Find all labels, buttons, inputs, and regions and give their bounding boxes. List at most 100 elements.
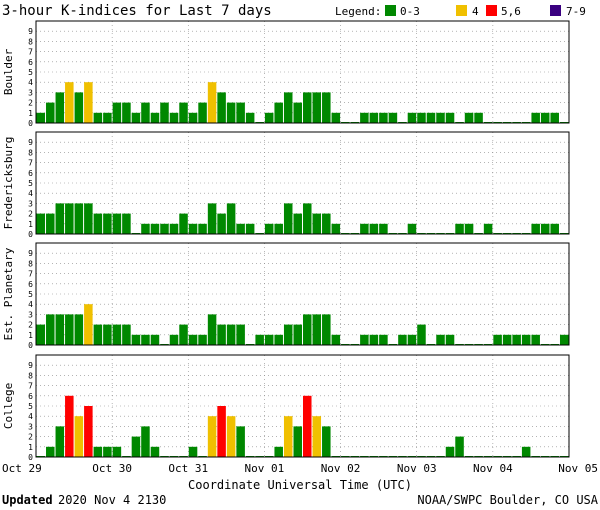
bar — [55, 203, 65, 234]
y-tick-label: 9 — [28, 27, 33, 36]
bar — [112, 102, 122, 123]
bar — [93, 324, 103, 345]
bar — [122, 213, 131, 234]
x-tick-label: Nov 05 — [558, 462, 598, 475]
legend-swatch-k4 — [456, 5, 467, 16]
y-tick-label: 0 — [28, 341, 33, 350]
bar — [312, 416, 322, 457]
y-tick-label: 6 — [28, 392, 33, 401]
y-tick-label: 5 — [28, 290, 33, 299]
bar — [474, 112, 483, 123]
bar — [150, 112, 160, 123]
station-label: College — [2, 383, 15, 429]
y-tick-label: 9 — [28, 361, 33, 370]
bar — [531, 223, 540, 234]
bar — [141, 223, 150, 234]
bar — [65, 395, 74, 457]
x-tick-label: Oct 29 — [2, 462, 42, 475]
bar — [455, 223, 464, 234]
bar — [322, 426, 331, 457]
y-tick-label: 7 — [28, 159, 33, 168]
y-tick-label: 4 — [28, 78, 33, 87]
bar — [550, 223, 559, 234]
legend-swatch-severe — [550, 5, 561, 16]
bar — [445, 334, 455, 345]
bar — [483, 223, 493, 234]
bar — [169, 112, 179, 123]
y-tick-label: 1 — [28, 443, 33, 452]
y-tick-label: 0 — [28, 453, 33, 462]
bar — [169, 334, 179, 345]
bar — [303, 92, 312, 123]
legend-item-storm: 5,6 — [501, 5, 521, 18]
y-tick-label: 2 — [28, 321, 33, 330]
y-tick-label: 8 — [28, 259, 33, 268]
y-tick-label: 8 — [28, 37, 33, 46]
bar — [179, 324, 188, 345]
bar — [217, 213, 226, 234]
bar — [369, 223, 379, 234]
bar — [312, 314, 322, 345]
x-tick-label: Nov 04 — [473, 462, 513, 475]
bar — [417, 324, 426, 345]
bar — [55, 314, 65, 345]
x-tick-label: Nov 02 — [321, 462, 361, 475]
bar — [150, 223, 160, 234]
panel-frame — [35, 354, 570, 458]
bar — [312, 213, 322, 234]
bar — [46, 213, 55, 234]
bar — [245, 112, 255, 123]
bar — [55, 426, 65, 457]
bar — [274, 102, 283, 123]
bar — [84, 82, 93, 123]
y-tick-label: 7 — [28, 48, 33, 57]
legend-item-k4: 4 — [472, 5, 479, 18]
bar — [198, 334, 207, 345]
updated-label: Updated — [2, 493, 53, 507]
bar — [131, 112, 141, 123]
bar — [464, 112, 474, 123]
bar — [179, 213, 188, 234]
bar — [150, 446, 160, 457]
bar — [169, 223, 179, 234]
bar — [93, 112, 103, 123]
bar — [493, 334, 502, 345]
bar — [283, 416, 293, 457]
y-tick-label: 8 — [28, 371, 33, 380]
bar — [331, 223, 341, 234]
bar — [369, 112, 379, 123]
bar — [360, 334, 369, 345]
bar — [46, 102, 55, 123]
bar — [188, 223, 198, 234]
x-axis-label: Coordinate Universal Time (UTC) — [188, 478, 412, 492]
bar — [188, 446, 198, 457]
credit-text: NOAA/SWPC Boulder, CO USA — [417, 493, 598, 507]
bar — [65, 82, 74, 123]
bar — [93, 446, 103, 457]
bar — [36, 213, 46, 234]
x-tick-label: Nov 03 — [397, 462, 437, 475]
bar — [407, 112, 417, 123]
bar — [160, 102, 169, 123]
bar — [236, 426, 245, 457]
bar — [379, 334, 388, 345]
bar — [179, 102, 188, 123]
y-tick-label: 1 — [28, 331, 33, 340]
bar — [274, 334, 283, 345]
bar — [226, 416, 236, 457]
bar — [131, 334, 141, 345]
bar — [131, 436, 141, 457]
bar — [369, 334, 379, 345]
bar — [388, 112, 398, 123]
bar — [283, 92, 293, 123]
bar — [521, 446, 531, 457]
bar — [559, 334, 569, 345]
y-tick-label: 4 — [28, 189, 33, 198]
bar — [274, 446, 283, 457]
bar — [360, 112, 369, 123]
bar — [74, 314, 84, 345]
bar — [303, 203, 312, 234]
bar — [112, 446, 122, 457]
